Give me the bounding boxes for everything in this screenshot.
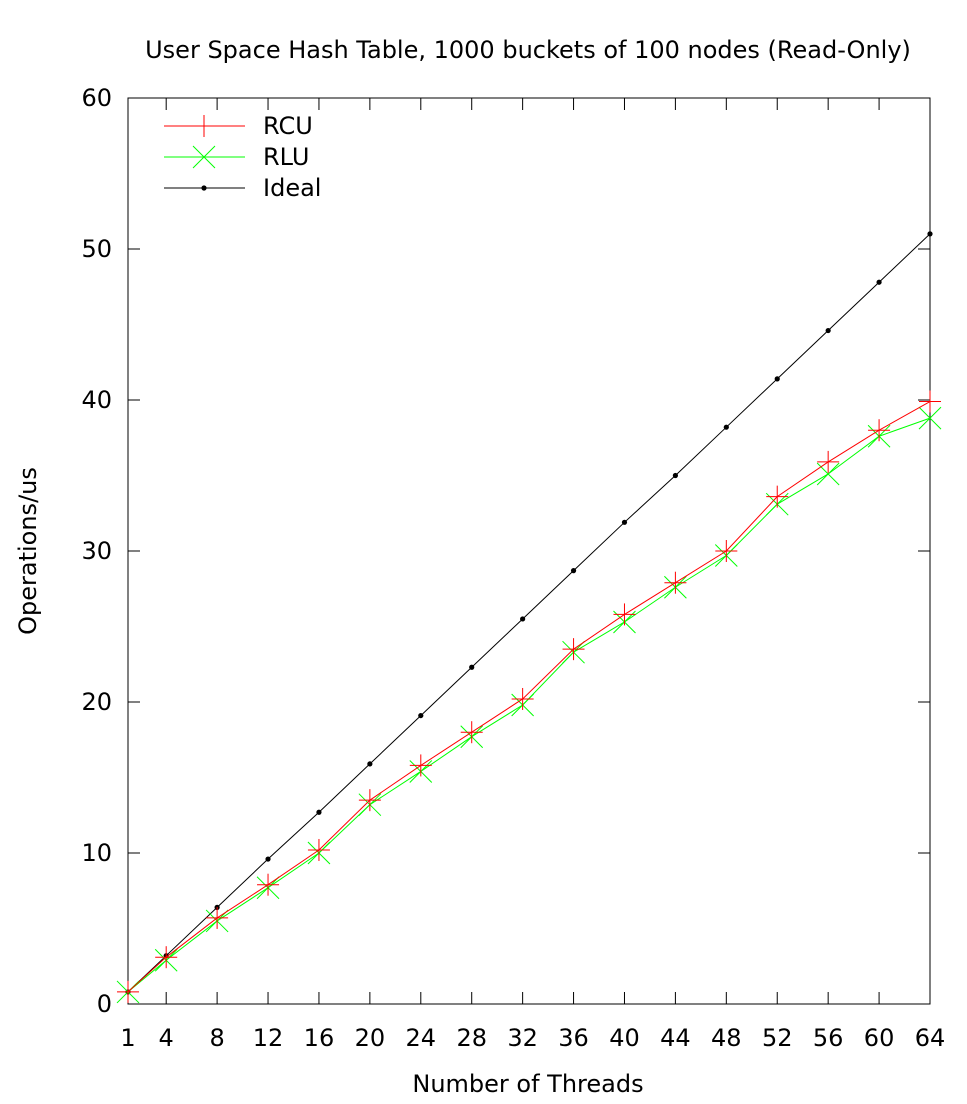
y-tick-label: 0 <box>97 990 112 1018</box>
legend-marker-ideal <box>201 185 207 191</box>
data-point-ideal <box>672 472 678 479</box>
data-point-ideal <box>825 327 831 334</box>
legend-label-ideal: Ideal <box>263 174 321 202</box>
data-point-ideal <box>367 761 373 767</box>
y-tick-label: 10 <box>81 839 112 867</box>
x-tick-label: 20 <box>355 1024 386 1052</box>
x-tick-label: 44 <box>660 1024 691 1052</box>
legend-marker-rlu <box>192 145 216 169</box>
legend: RCU RLU Ideal <box>164 112 321 202</box>
x-axis-ticks: 1 4 8 12 16 20 24 28 32 36 40 44 48 52 56 60 64 <box>120 98 945 1052</box>
data-point-rlu <box>918 406 942 430</box>
x-tick-label: 48 <box>711 1024 742 1052</box>
y-tick-label: 30 <box>81 537 112 565</box>
x-tick-label: 4 <box>159 1024 174 1052</box>
x-axis-label: Number of Threads <box>412 1070 643 1098</box>
plot-frame <box>127 97 931 1005</box>
y-axis-label: Operations/us <box>14 467 42 635</box>
data-point-ideal <box>469 664 475 670</box>
x-tick-label: 56 <box>813 1024 844 1052</box>
x-tick-label: 1 <box>120 1024 135 1052</box>
series-rlu <box>116 406 942 1004</box>
y-tick-label: 20 <box>81 688 112 716</box>
data-point-ideal <box>418 712 424 719</box>
x-tick-label: 16 <box>304 1024 335 1052</box>
x-tick-label: 28 <box>456 1024 487 1052</box>
x-tick-label: 64 <box>915 1024 946 1052</box>
chart-title: User Space Hash Table, 1000 buckets of 1… <box>145 36 911 64</box>
data-point-ideal <box>621 519 628 525</box>
data-point-ideal <box>316 809 322 815</box>
data-point-ideal <box>265 856 271 862</box>
x-tick-label: 52 <box>762 1024 793 1052</box>
y-tick-label: 60 <box>81 84 112 112</box>
x-tick-label: 40 <box>609 1024 640 1052</box>
data-point-ideal <box>876 279 882 285</box>
x-tick-label: 8 <box>209 1024 224 1052</box>
legend-label-rlu: RLU <box>263 143 309 171</box>
data-point-rlu <box>816 462 840 486</box>
series-rcu <box>117 390 941 1003</box>
x-tick-label: 12 <box>253 1024 284 1052</box>
series-line-ideal <box>127 233 931 993</box>
x-tick-label: 36 <box>558 1024 589 1052</box>
series-line-rlu <box>127 417 931 993</box>
x-tick-label: 60 <box>864 1024 895 1052</box>
series-line-rcu <box>127 401 931 993</box>
legend-label-rcu: RCU <box>263 112 313 140</box>
data-point-ideal <box>570 568 577 574</box>
data-point-ideal <box>723 424 729 430</box>
series-ideal <box>125 231 933 995</box>
x-tick-label: 24 <box>406 1024 437 1052</box>
x-tick-label: 32 <box>507 1024 538 1052</box>
y-axis-ticks: 0 10 20 30 40 50 60 <box>81 84 930 1018</box>
y-tick-label: 50 <box>81 235 112 263</box>
data-point-ideal <box>927 231 933 237</box>
data-point-ideal <box>774 376 780 382</box>
data-point-ideal <box>520 616 526 622</box>
y-tick-label: 40 <box>81 386 112 414</box>
series-layer <box>116 231 942 1004</box>
